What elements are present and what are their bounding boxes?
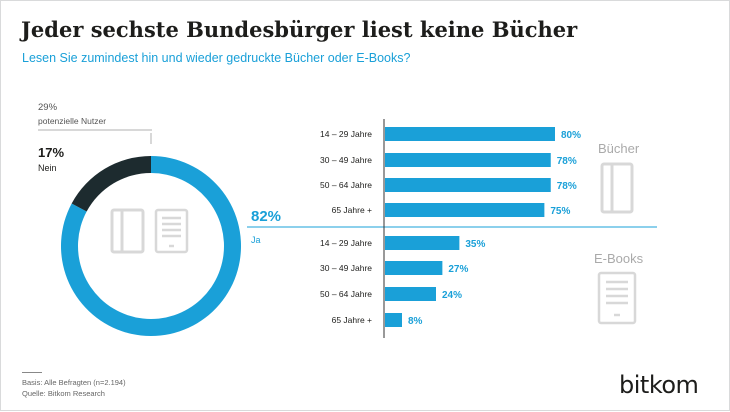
value-label-ebooks-3: 8% bbox=[408, 316, 423, 327]
footer: Basis: Alle Befragten (n=2.194) Quelle: … bbox=[22, 378, 126, 399]
value-label-ebooks-2: 24% bbox=[442, 290, 462, 301]
book-icon bbox=[600, 162, 634, 214]
category-label-ebooks-3: 65 Jahre + bbox=[332, 315, 372, 325]
nein-label: Nein bbox=[38, 163, 57, 173]
page-subtitle: Lesen Sie zumindest hin und wieder gedru… bbox=[22, 51, 411, 65]
bar-ebooks-3 bbox=[385, 313, 402, 327]
category-label-books-3: 65 Jahre + bbox=[332, 205, 372, 215]
category-label-books-2: 50 – 64 Jahre bbox=[320, 180, 372, 190]
ebooks-series-label: E-Books bbox=[594, 251, 644, 266]
book-icon bbox=[110, 208, 145, 254]
ja-label: Ja bbox=[251, 235, 261, 245]
nein-value: 17% bbox=[38, 145, 64, 160]
bar-books-3 bbox=[385, 203, 545, 217]
bar-ebooks-1 bbox=[385, 261, 443, 275]
value-label-ebooks-1: 27% bbox=[448, 264, 468, 275]
category-label-books-1: 30 – 49 Jahre bbox=[320, 155, 372, 165]
category-label-ebooks-1: 30 – 49 Jahre bbox=[320, 263, 372, 273]
potential-users-label: potenzielle Nutzer bbox=[38, 116, 106, 126]
donut-chart bbox=[61, 156, 241, 336]
bar-books-1 bbox=[385, 153, 551, 167]
ereader-icon bbox=[597, 271, 637, 325]
footer-basis: Basis: Alle Befragten (n=2.194) bbox=[22, 378, 126, 387]
bar-ebooks-0 bbox=[385, 236, 460, 250]
footer-rule bbox=[22, 372, 42, 373]
bar-books-0 bbox=[385, 127, 555, 141]
value-label-ebooks-0: 35% bbox=[465, 239, 485, 250]
ja-value: 82% bbox=[251, 208, 281, 225]
bars-books: 14 – 29 Jahre 80% 30 – 49 Jahre 78% 50 – 64 … bbox=[320, 127, 581, 217]
bars-ebooks: 14 – 29 Jahre 35% 30 – 49 Jahre 27% 50 – 64 … bbox=[320, 236, 485, 327]
category-label-ebooks-2: 50 – 64 Jahre bbox=[320, 289, 372, 299]
category-label-ebooks-0: 14 – 29 Jahre bbox=[320, 238, 372, 248]
ereader-icon bbox=[154, 208, 189, 254]
potential-users-value: 29% bbox=[38, 102, 58, 113]
bitkom-logo: bitkom bbox=[619, 371, 699, 399]
bar-ebooks-2 bbox=[385, 287, 436, 301]
value-label-books-2: 78% bbox=[557, 181, 577, 192]
donut-segment-nein bbox=[71, 156, 151, 212]
value-label-books-3: 75% bbox=[550, 206, 570, 217]
category-label-books-0: 14 – 29 Jahre bbox=[320, 129, 372, 139]
footer-source: Quelle: Bitkom Research bbox=[22, 388, 105, 398]
bar-books-2 bbox=[385, 178, 551, 192]
page-title: Jeder sechste Bundesbürger liest keine B… bbox=[21, 17, 578, 42]
books-series-label: Bücher bbox=[598, 141, 640, 156]
value-label-books-0: 80% bbox=[561, 130, 581, 141]
value-label-books-1: 78% bbox=[557, 156, 577, 167]
